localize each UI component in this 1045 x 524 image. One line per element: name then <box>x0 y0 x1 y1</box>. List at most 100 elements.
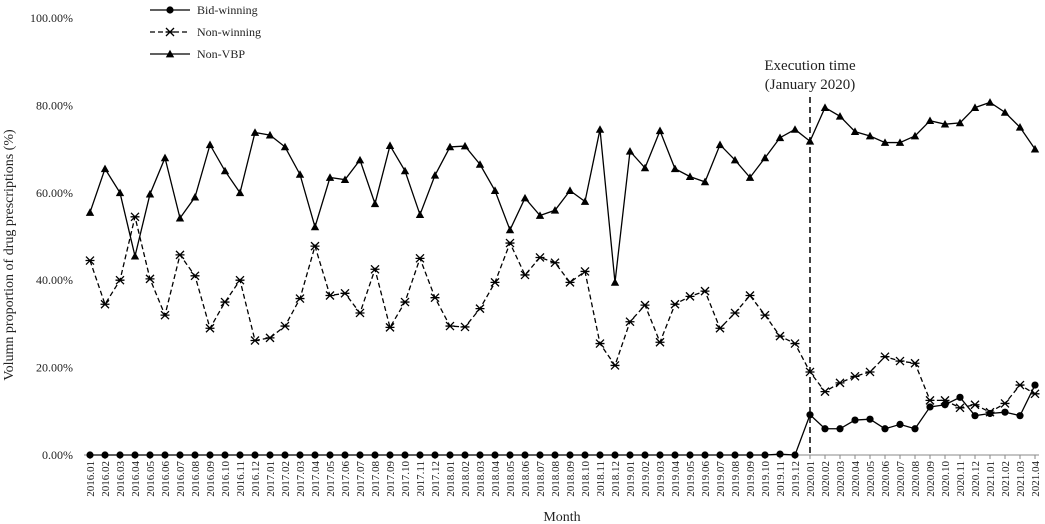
data-point-non-vbp <box>955 118 965 127</box>
data-point-bid-winning <box>206 451 214 459</box>
data-point-bid-winning <box>476 451 484 459</box>
x-tick-label: 2017.07 <box>355 461 367 497</box>
data-point-non-winning <box>910 358 920 368</box>
x-tick-label: 2017.11 <box>415 461 427 496</box>
data-point-non-winning <box>535 253 545 262</box>
data-point-bid-winning <box>926 403 934 411</box>
data-point-non-vbp <box>940 119 950 128</box>
data-point-non-vbp <box>670 164 680 173</box>
y-axis-title: Volumn proportion of drug prescriptions … <box>2 129 17 381</box>
data-point-non-winning <box>700 286 710 296</box>
data-point-bid-winning <box>896 420 904 429</box>
data-point-non-winning <box>130 212 140 222</box>
x-tick-label: 2019.10 <box>760 461 772 497</box>
series-line-bid-winning <box>90 384 1036 456</box>
data-point-non-winning <box>955 403 965 413</box>
x-tick-label: 2016.06 <box>160 461 172 497</box>
data-point-non-winning <box>880 352 890 362</box>
data-point-bid-winning <box>446 451 454 459</box>
x-tick-label: 2019.03 <box>655 461 667 497</box>
x-tick-label: 2019.08 <box>730 461 742 497</box>
data-point-bid-winning <box>371 451 379 459</box>
data-point-non-vbp <box>115 188 125 197</box>
x-tick-label: 2017.10 <box>400 461 412 497</box>
x-tick-label: 2019.05 <box>685 461 697 497</box>
x-tick-label: 2018.11 <box>595 461 607 496</box>
data-point-non-vbp <box>895 138 905 146</box>
data-point-non-winning <box>835 378 845 388</box>
data-point-bid-winning <box>551 451 559 459</box>
x-tick-label: 2020.08 <box>910 461 922 497</box>
data-point-non-vbp <box>715 140 725 149</box>
x-tick-label: 2019.01 <box>625 461 637 497</box>
data-point-non-vbp <box>880 138 890 146</box>
data-point-bid-winning <box>821 425 829 433</box>
data-point-non-vbp <box>565 186 575 194</box>
data-point-non-vbp <box>925 116 935 125</box>
data-point-non-vbp <box>790 125 800 133</box>
x-tick-label: 2018.06 <box>520 461 532 497</box>
data-point-non-vbp <box>1030 144 1040 153</box>
execution-time-label: Execution time <box>764 58 856 74</box>
x-tick-label: 2020.02 <box>820 461 832 497</box>
x-tick-label: 2021.01 <box>985 461 997 497</box>
data-point-non-vbp <box>205 140 215 149</box>
data-point-non-winning <box>340 288 350 298</box>
data-point-bid-winning <box>671 451 679 459</box>
x-tick-label: 2019.04 <box>670 461 682 497</box>
data-point-bid-winning <box>86 451 94 459</box>
data-point-non-winning <box>310 241 320 251</box>
data-point-non-winning <box>160 310 170 320</box>
data-point-non-vbp <box>220 166 230 175</box>
data-point-non-winning <box>490 277 500 287</box>
data-point-non-winning <box>430 293 440 303</box>
data-point-non-winning <box>925 395 935 405</box>
data-point-non-winning <box>745 291 755 300</box>
data-point-bid-winning <box>386 451 394 459</box>
y-tick-label: 100.00% <box>30 11 73 25</box>
x-tick-label: 2020.11 <box>955 461 967 496</box>
data-point-non-vbp <box>160 153 170 162</box>
data-point-non-vbp <box>460 141 470 150</box>
data-point-bid-winning <box>116 451 124 459</box>
data-point-non-winning <box>670 299 680 309</box>
data-point-non-vbp <box>430 171 440 179</box>
data-point-non-vbp <box>640 163 650 172</box>
data-point-bid-winning <box>956 393 964 401</box>
data-point-non-winning <box>655 337 665 347</box>
data-point-non-winning <box>685 291 695 301</box>
data-point-bid-winning <box>251 451 259 459</box>
data-point-bid-winning <box>221 451 229 459</box>
data-point-non-winning <box>1015 380 1025 390</box>
data-point-non-winning <box>235 275 245 285</box>
data-point-bid-winning <box>776 450 784 458</box>
data-point-bid-winning <box>341 451 349 459</box>
x-tick-label: 2018.01 <box>445 461 457 497</box>
data-point-non-winning <box>595 339 605 349</box>
data-point-non-vbp <box>340 175 350 184</box>
data-point-bid-winning <box>716 451 724 459</box>
data-point-non-vbp <box>760 153 770 162</box>
data-point-non-vbp <box>1000 108 1010 116</box>
data-point-non-vbp <box>505 225 515 234</box>
x-tick-label: 2016.04 <box>130 461 142 497</box>
data-point-bid-winning <box>536 451 544 459</box>
x-tick-label: 2019.09 <box>745 461 757 497</box>
data-point-non-winning <box>370 264 380 274</box>
x-tick-label: 2017.03 <box>295 461 307 497</box>
execution-date-label: (January 2020) <box>765 77 855 93</box>
x-tick-label: 2020.12 <box>970 461 982 497</box>
data-point-bid-winning <box>1016 412 1024 420</box>
data-point-bid-winning <box>761 451 769 459</box>
data-point-bid-winning <box>881 425 889 433</box>
data-point-non-winning <box>400 297 410 307</box>
data-point-non-vbp <box>190 192 200 201</box>
data-point-non-winning <box>850 371 860 381</box>
data-point-non-winning <box>220 297 230 307</box>
data-point-bid-winning <box>461 451 469 459</box>
data-point-bid-winning <box>596 451 604 459</box>
data-point-bid-winning <box>491 451 499 459</box>
data-point-bid-winning <box>686 451 694 459</box>
x-tick-label: 2021.03 <box>1015 461 1027 497</box>
data-point-non-winning <box>265 333 275 343</box>
